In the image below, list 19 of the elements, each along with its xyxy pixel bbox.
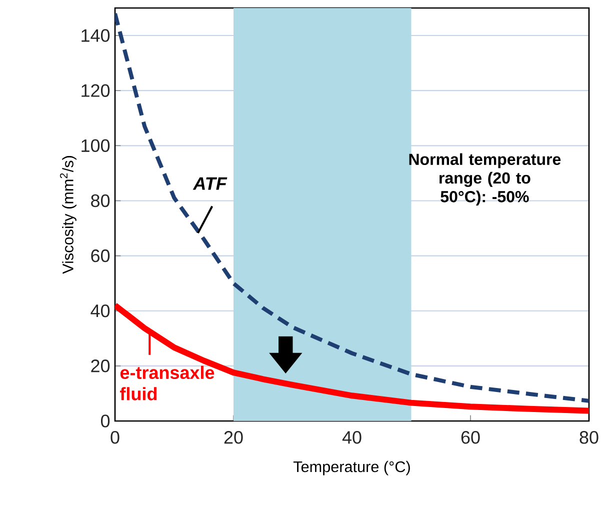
x-tick-label: 80	[580, 431, 598, 444]
x-tick-label: 0	[110, 431, 120, 444]
y-tick-label: 60	[91, 249, 110, 262]
x-tick-label: 20	[224, 431, 243, 444]
y-tick-label: 80	[91, 194, 110, 208]
y-tick-label: 40	[90, 304, 110, 318]
line-series	[115, 12, 589, 403]
y-tick-label: 0	[100, 414, 110, 428]
y-tick-label: 100	[82, 139, 110, 152]
series-label: ATF	[192, 177, 228, 190]
y-tick-label: 20	[91, 360, 110, 372]
x-tick-label: 60	[461, 431, 480, 444]
y-tick-label: 120	[82, 84, 110, 97]
legend-label: e-transaxle fluid	[120, 366, 214, 400]
x-axis-title: Temperature (°C)	[293, 460, 410, 476]
y-axis-title: Viscosity (mm$^{2}$/s)	[60, 156, 76, 274]
x-tick-label: 40	[342, 431, 362, 444]
y-tick-label: 140	[82, 29, 110, 42]
annotation: Normal temperature range (20 to 50°C): -50%	[409, 153, 561, 206]
